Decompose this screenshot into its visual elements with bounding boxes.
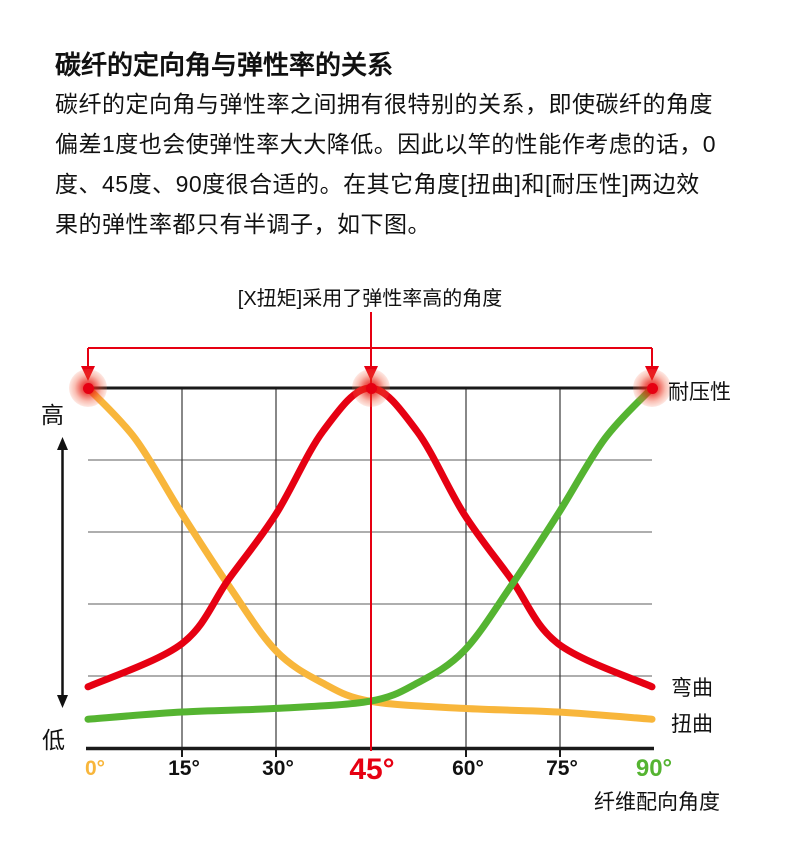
intro-line: 碳纤的定向角与弹性率之间拥有很特别的关系，即使碳纤的角度 (55, 91, 713, 117)
series-label-bend: 弯曲 (671, 677, 713, 700)
x-axis-ticks (181, 748, 561, 757)
intro-line: 度、45度、90度很合适的。在其它角度[扭曲]和[耐压性]两边效 (55, 171, 700, 197)
x-tick-label-75: 75° (546, 757, 578, 780)
series-label-compress: 耐压性 (668, 381, 731, 404)
x-tick-label-30: 30° (262, 757, 294, 780)
y-range-arrow (57, 437, 68, 708)
x-axis-title: 纤维配向角度 (594, 791, 720, 814)
intro-line: 果的弹性率都只有半调子，如下图。 (55, 211, 431, 237)
dot-core (82, 382, 94, 394)
x-tick-label-60: 60° (452, 757, 484, 780)
highlight-dot-90deg (633, 369, 671, 407)
intro-line: 偏差1度也会使弹性率大大降低。因此以竿的性能作考虑的话，0 (55, 131, 717, 157)
y-axis-low-label: 低 (42, 727, 65, 753)
intro-paragraph: 碳纤的定向角与弹性率之间拥有很特别的关系，即使碳纤的角度 偏差1度也会使弹性率大… (55, 84, 745, 244)
dot-core (365, 382, 377, 394)
chart-annotation: [X扭矩]采用了弹性率高的角度 (237, 288, 503, 310)
x-tick-label-0: 0° (84, 757, 106, 780)
highlight-dot-45deg (352, 369, 390, 407)
curve-compress (84, 384, 656, 723)
dot-core (646, 382, 658, 394)
x-tick-label-15: 15° (168, 757, 200, 780)
y-axis-high-label: 高 (41, 402, 64, 428)
grid-vertical (181, 388, 561, 748)
curve-twist (84, 384, 656, 723)
page-title: 碳纤的定向角与弹性率的关系 (55, 50, 394, 81)
x-tick-label-90: 90° (635, 755, 673, 782)
series-label-twist: 扭曲 (671, 713, 713, 736)
highlight-dot-0deg (69, 369, 107, 407)
x-tick-label-45: 45° (349, 753, 395, 786)
